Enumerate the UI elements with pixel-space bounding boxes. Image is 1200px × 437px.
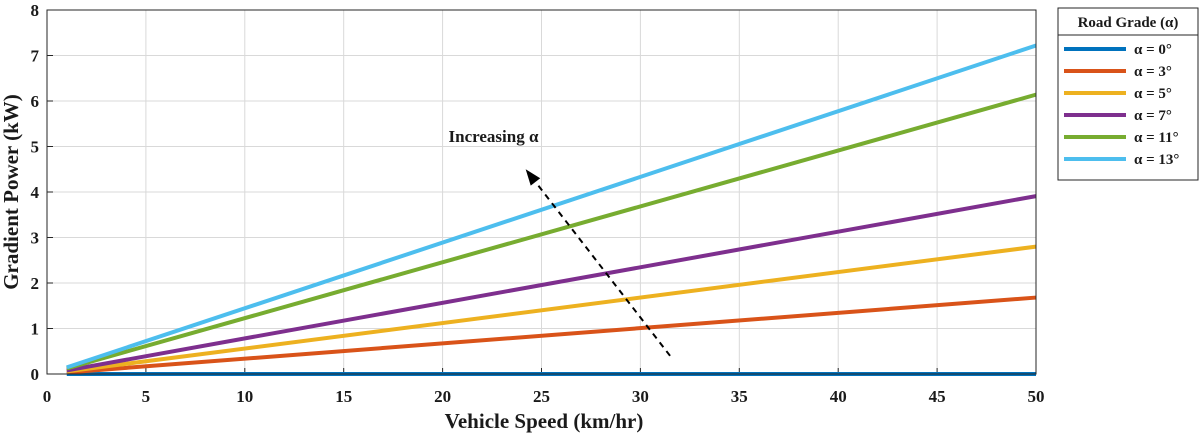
legend-label-1: α = 3°: [1134, 64, 1172, 80]
legend-label-4: α = 11°: [1134, 130, 1179, 146]
annotation-text: Increasing α: [449, 127, 539, 146]
x-tick-label: 25: [533, 387, 550, 406]
y-axis-label: Gradient Power (kW): [0, 94, 23, 290]
series-line-2: [66, 244, 1037, 374]
legend-label-2: α = 5°: [1134, 86, 1172, 102]
y-tick-label: 0: [31, 365, 40, 384]
annotation: Increasing α: [449, 127, 671, 357]
x-tick-label: 35: [731, 387, 748, 406]
legend-label-3: α = 7°: [1134, 108, 1172, 124]
y-tick-label: 2: [31, 274, 40, 293]
annotation-arrowhead: [525, 169, 541, 186]
legend-items: α = 0° α = 3° α = 5° α = 7° α = 11° α = 13°: [1064, 42, 1179, 168]
x-tick-label: 15: [335, 387, 352, 406]
y-tick-label: 5: [31, 138, 40, 157]
series-line-3: [66, 194, 1037, 373]
plot-frame: [46, 9, 1037, 375]
y-tick-label: 3: [31, 229, 40, 248]
x-axis-label: Vehicle Speed (km/hr): [445, 409, 644, 433]
legend-title: Road Grade (α): [1078, 15, 1179, 31]
y-tick-label: 8: [31, 1, 40, 20]
series-line-1: [66, 295, 1037, 375]
x-ticks: 0 5 10 15 20 25 30 35 40 45 50: [43, 368, 1045, 406]
y-tick-label: 7: [31, 47, 40, 66]
legend-label-0: α = 0°: [1134, 42, 1172, 58]
x-tick-label: 45: [929, 387, 946, 406]
y-tick-label: 6: [31, 92, 40, 111]
x-tick-label: 30: [632, 387, 649, 406]
legend: Road Grade (α) α = 0°α = 3°α = 5°α = 7°α…: [1057, 7, 1199, 181]
annotation-arrow: [534, 181, 671, 357]
series-line-5: [66, 43, 1037, 370]
x-tick-label: 10: [236, 387, 253, 406]
y-tick-label: 1: [31, 320, 40, 339]
y-tick-label: 4: [31, 183, 40, 202]
x-tick-label: 50: [1028, 387, 1045, 406]
x-tick-label: 40: [830, 387, 847, 406]
legend-label-5: α = 13°: [1134, 152, 1179, 168]
x-tick-label: 20: [434, 387, 451, 406]
x-tick-label: 5: [142, 387, 151, 406]
y-ticks: 0 1 2 3 4 5 6 7 8: [31, 1, 53, 384]
x-tick-label: 0: [43, 387, 52, 406]
series-line-4: [66, 92, 1037, 371]
